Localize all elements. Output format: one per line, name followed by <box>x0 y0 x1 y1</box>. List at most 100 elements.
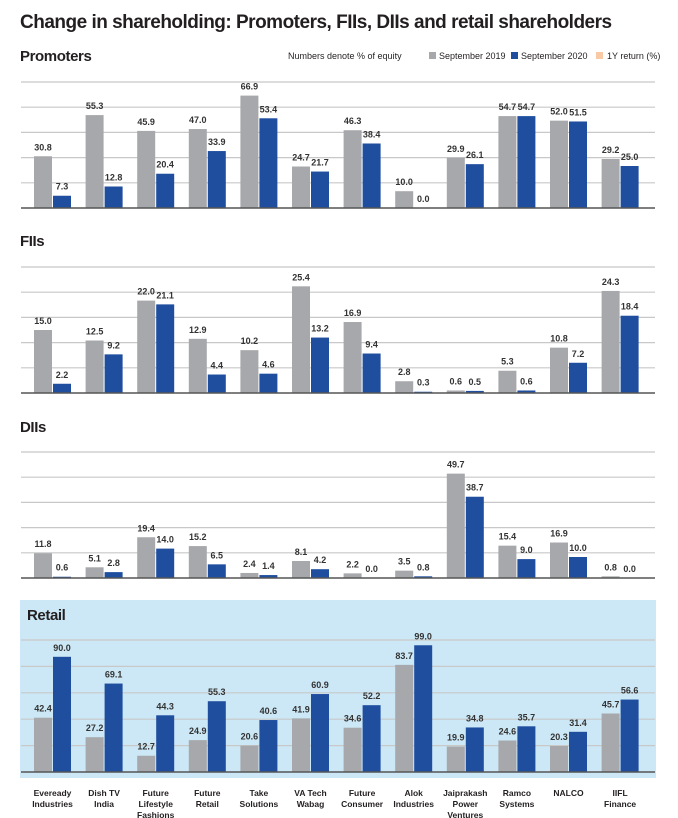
data-label: 2.2 <box>56 370 69 380</box>
data-label: 31.4 <box>569 718 587 728</box>
bar-sep2019 <box>446 390 465 393</box>
category-label: Dish TV India <box>88 788 120 809</box>
data-label: 20.6 <box>241 732 259 742</box>
data-label: 12.8 <box>105 172 123 182</box>
data-label: 45.9 <box>137 117 155 127</box>
bar-sep2020 <box>569 121 587 208</box>
bar-sep2020 <box>414 576 433 578</box>
bar-sep2019 <box>343 727 362 772</box>
bar-sep2019 <box>498 740 517 772</box>
bar-sep2019 <box>85 567 104 578</box>
bar-sep2019 <box>446 157 465 208</box>
bar-sep2020 <box>156 173 175 208</box>
data-label: 4.6 <box>262 360 275 370</box>
bar-sep2019 <box>343 322 362 393</box>
bar-sep2019 <box>446 473 465 578</box>
bar-sep2019 <box>550 120 568 208</box>
bar-sep2019 <box>292 166 310 208</box>
bar-sep2019 <box>292 286 310 393</box>
bar-sep2020 <box>620 699 639 772</box>
category-label: Eveready Industries <box>32 788 73 809</box>
data-label: 0.0 <box>365 564 378 574</box>
data-label: 7.3 <box>56 182 69 192</box>
bar-sep2020 <box>259 373 278 393</box>
data-label: 0.0 <box>417 194 430 204</box>
data-label: 33.9 <box>208 137 226 147</box>
bar-sep2019 <box>550 347 568 393</box>
bar-sep2020 <box>517 116 536 208</box>
bar-sep2019 <box>601 713 620 772</box>
category-label: Future Retail <box>194 788 221 809</box>
data-label: 22.0 <box>137 287 155 297</box>
bar-sep2020 <box>207 701 226 772</box>
data-label: 21.1 <box>156 290 174 300</box>
data-label: 29.9 <box>447 144 465 154</box>
legend-swatch-sep2019 <box>429 52 436 59</box>
bar-sep2019 <box>498 545 517 578</box>
bar-sep2019 <box>34 156 52 208</box>
bar-sep2020 <box>207 151 226 208</box>
bar-sep2020 <box>104 354 123 393</box>
data-label: 24.3 <box>602 277 620 287</box>
category-label: Ramco Systems <box>499 788 534 809</box>
bar-sep2019 <box>34 553 52 578</box>
data-label: 12.7 <box>137 742 155 752</box>
bar-sep2020 <box>311 694 329 772</box>
data-label: 99.0 <box>414 631 432 641</box>
data-label: 56.6 <box>621 686 639 696</box>
bar-sep2019 <box>550 542 568 578</box>
data-label: 2.2 <box>346 559 359 569</box>
data-label: 20.3 <box>550 732 568 742</box>
data-label: 41.9 <box>292 704 310 714</box>
data-label: 0.5 <box>469 377 482 387</box>
data-label: 52.0 <box>550 107 568 117</box>
data-label: 42.4 <box>34 704 52 714</box>
data-label: 83.7 <box>395 651 413 661</box>
bar-sep2019 <box>446 746 465 772</box>
bar-sep2020 <box>207 374 226 393</box>
data-label: 0.6 <box>56 563 69 573</box>
data-label: 25.0 <box>621 152 639 162</box>
data-label: 24.7 <box>292 153 310 163</box>
bar-sep2020 <box>517 390 536 393</box>
bar-sep2020 <box>311 569 329 578</box>
data-label: 55.3 <box>208 687 226 697</box>
data-label: 7.2 <box>572 349 585 359</box>
category-label: Take Solutions <box>240 788 279 809</box>
bar-sep2020 <box>53 656 71 772</box>
data-label: 47.0 <box>189 115 207 125</box>
data-label: 49.7 <box>447 460 465 470</box>
data-label: 38.7 <box>466 483 484 493</box>
data-label: 0.6 <box>520 376 533 386</box>
data-label: 0.8 <box>604 562 617 572</box>
data-label: 16.9 <box>550 529 568 539</box>
panel-title-retail: Retail <box>27 607 66 624</box>
data-label: 90.0 <box>53 643 71 653</box>
category-label: Future Lifestyle Fashions <box>137 788 175 818</box>
data-label: 15.4 <box>499 532 517 542</box>
data-label: 9.2 <box>107 340 120 350</box>
data-label: 30.8 <box>34 142 52 152</box>
bar-sep2019 <box>188 338 207 393</box>
category-label: Jaiprakash Power Ventures <box>443 788 487 818</box>
bar-sep2020 <box>620 166 639 208</box>
data-label: 0.0 <box>623 564 636 574</box>
panel-2: 11.8 5.1 19.4 15.2 2.4 8.1 2.2 3.5 49.7 15.4 16.9 0… <box>21 451 655 579</box>
data-label: 9.4 <box>365 340 378 350</box>
bar-sep2020 <box>620 315 639 393</box>
bar-sep2020 <box>517 726 536 772</box>
data-label: 60.9 <box>311 680 329 690</box>
data-label: 15.2 <box>189 532 207 542</box>
bar-sep2020 <box>362 705 381 772</box>
data-label: 26.1 <box>466 150 484 160</box>
bar-sep2019 <box>137 537 156 578</box>
data-label: 40.6 <box>260 706 278 716</box>
bar-sep2019 <box>85 340 104 393</box>
bar-sep2020 <box>156 715 175 772</box>
bar-sep2019 <box>601 576 620 578</box>
data-label: 21.7 <box>311 158 329 168</box>
data-label: 45.7 <box>602 700 620 710</box>
data-label: 24.6 <box>499 727 517 737</box>
bar-sep2019 <box>137 300 156 393</box>
